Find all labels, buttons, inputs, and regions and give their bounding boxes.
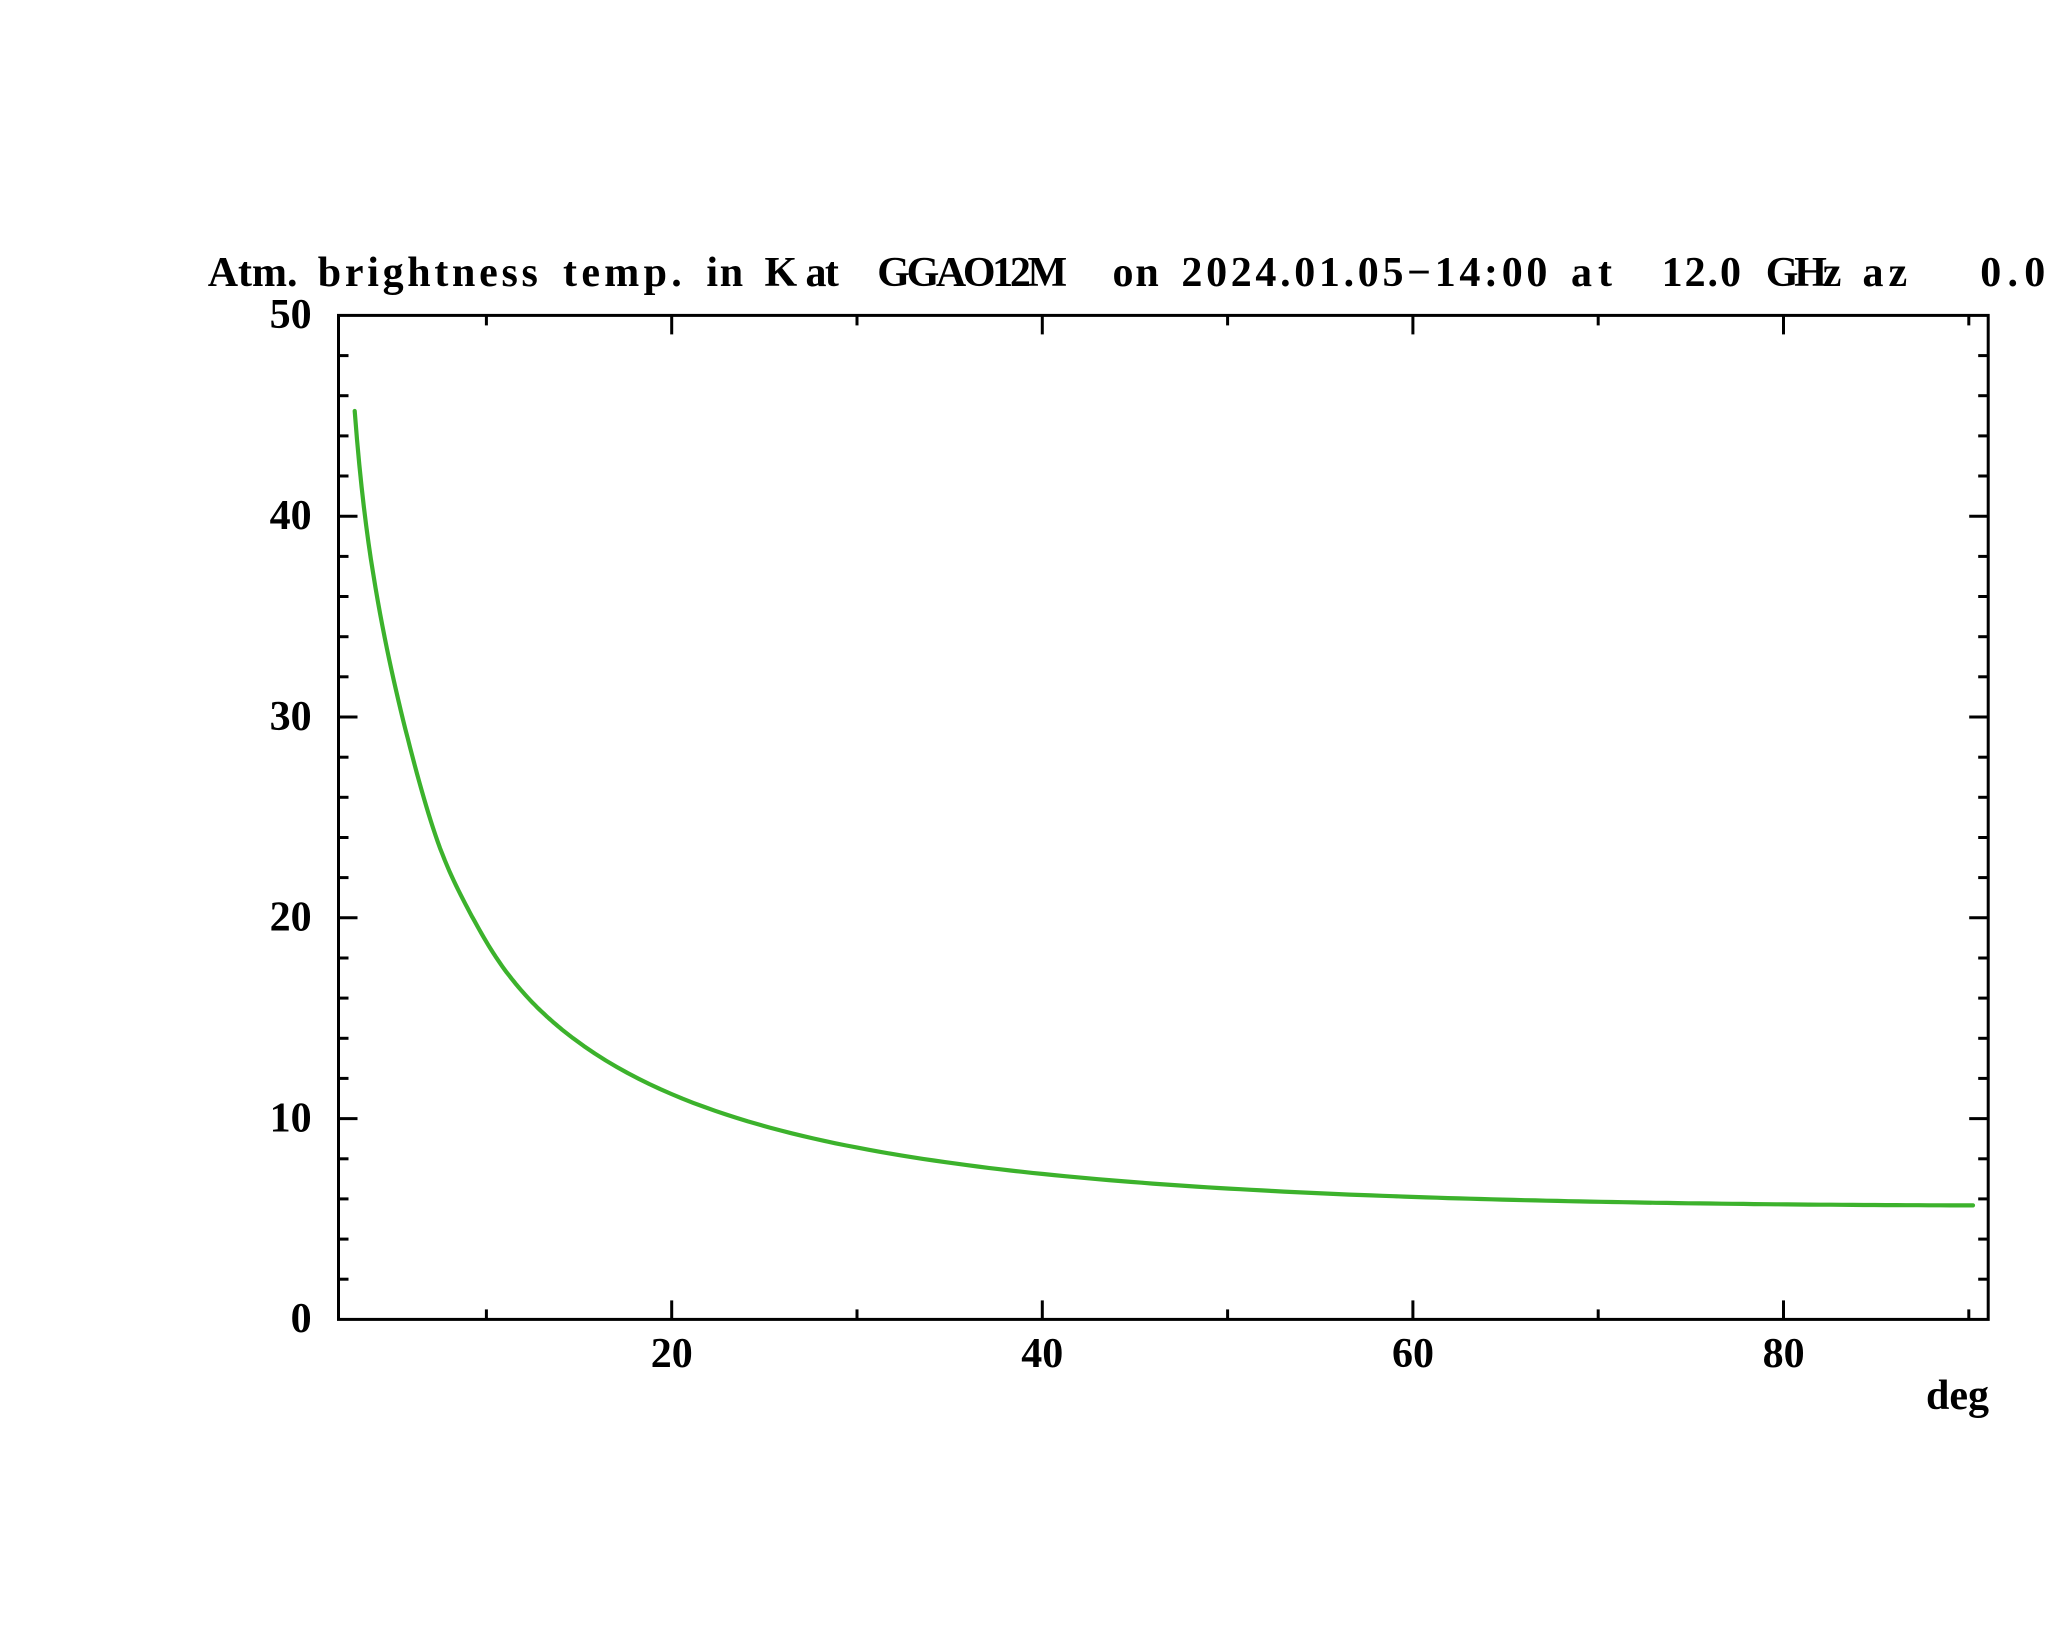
svg-text:40: 40 [270,493,312,539]
svg-text:deg: deg [1926,1373,1989,1419]
svg-text:GHz: GHz [1766,250,1842,296]
svg-text:10: 10 [270,1095,312,1141]
svg-text:on: on [1113,250,1159,296]
svg-text:30: 30 [270,694,312,740]
svg-text:12.0: 12.0 [1662,250,1741,296]
svg-text:K: K [765,250,798,296]
svg-text:in: in [706,250,743,296]
svg-text:az: az [1863,250,1908,296]
svg-text:at: at [806,250,839,296]
svg-text:brightness: brightness [318,250,538,296]
svg-text:20: 20 [651,1331,693,1377]
svg-text:60: 60 [1392,1331,1434,1377]
svg-text:20: 20 [270,895,312,941]
svg-text:40: 40 [1021,1331,1063,1377]
svg-text:at: at [1571,250,1612,296]
svg-text:temp.: temp. [563,250,682,296]
svg-text:0.0: 0.0 [1980,250,2045,296]
svg-text:GGAO12M: GGAO12M [877,250,1067,296]
svg-text:2024.01.05−14:00: 2024.01.05−14:00 [1181,250,1547,296]
svg-text:Atm.: Atm. [208,250,298,296]
svg-text:80: 80 [1763,1331,1805,1377]
svg-text:0: 0 [291,1296,312,1342]
svg-text:50: 50 [270,292,312,338]
